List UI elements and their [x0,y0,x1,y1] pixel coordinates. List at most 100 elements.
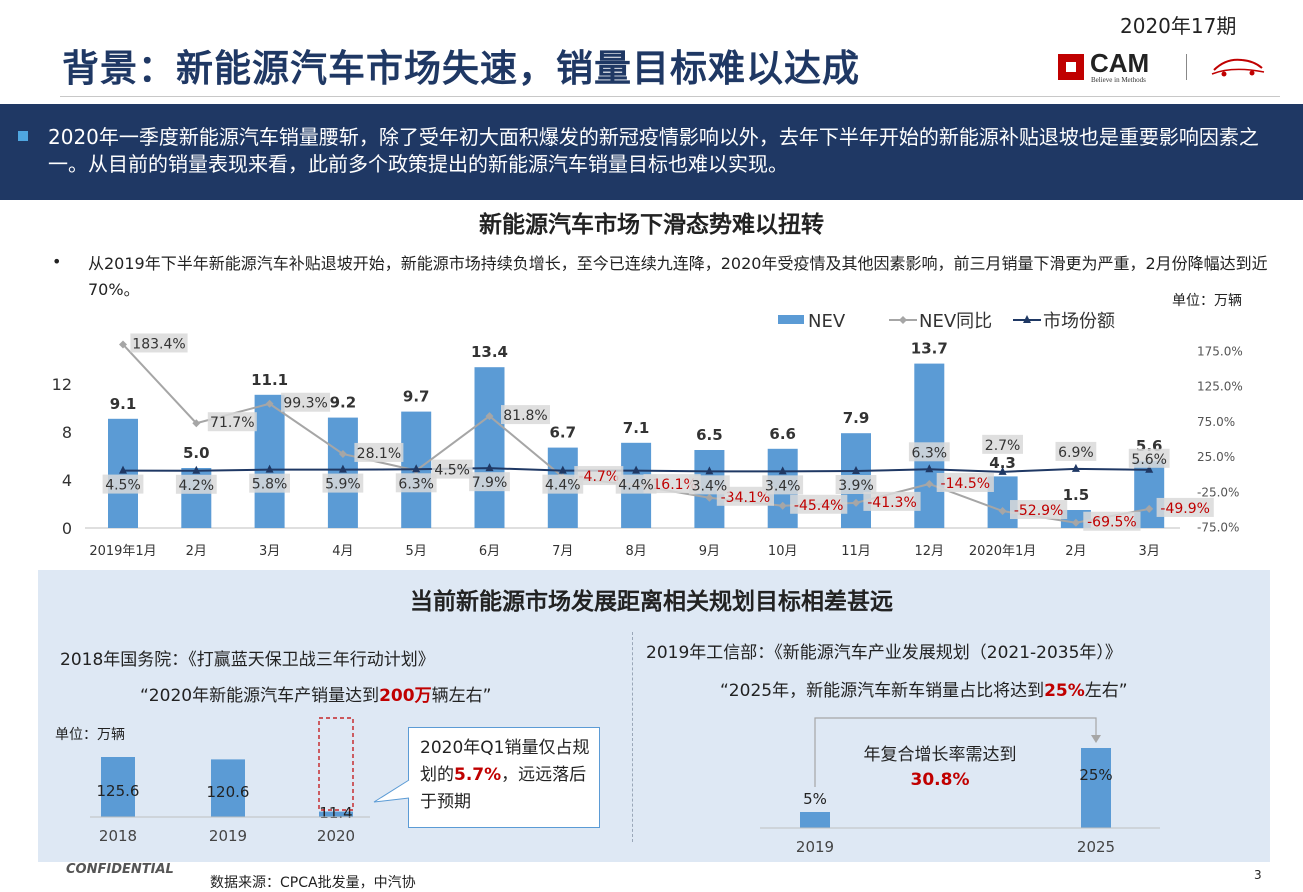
yoy-label: 4.5% [434,463,470,479]
yoy-label: 81.8% [503,408,547,424]
share-label-bg [469,472,510,492]
plan2-bar [800,812,830,828]
yoy-point [338,449,347,458]
logo-divider [1186,54,1187,80]
share-label-bg [542,474,584,494]
car-logo-icon [1211,58,1265,77]
x-tick-label: 5月 [406,544,427,559]
plan1-quote: “2020年新能源汽车产销量达到200万辆左右” [140,681,491,706]
y-left-tick: 8 [62,423,72,442]
share-label: 6.3% [398,476,434,492]
x-tick-label: 8月 [625,544,646,559]
nev-bar-label: 6.6 [769,425,796,443]
legend-label: 市场份额 [1043,311,1115,332]
x-tick-label: 9月 [699,544,720,559]
plan2-quote-highlight: 25% [1044,681,1085,701]
share-label-bg [175,474,217,494]
x-tick-label: 2月 [1065,544,1086,559]
plan2-category: 2025 [1077,838,1115,856]
data-labels: 9.1 5.0 11.1 9.2 9.7 13.4 6.7 7.1 6.5 6.6 7.9 13.7 4… [102,333,1214,531]
yoy-label-bg [716,486,774,506]
share-label: 4.2% [179,478,215,494]
share-line-series [119,463,1154,475]
nev-bar-label: 7.9 [843,409,870,427]
callout-pre: 2020年Q1销量仅占规划的 [420,738,590,785]
nev-bar-label: 13.7 [911,340,948,358]
nev-bar-label: 9.1 [110,395,137,413]
yoy-label: -69.5% [1087,515,1137,531]
plan1-bar-label: 11.4 [319,804,352,822]
share-point [485,463,494,472]
section2-title: 当前新能源市场发展距离相关规划目标相差甚远 [410,589,893,615]
x-tick-label: 7月 [552,544,573,559]
section2-divider [632,632,633,842]
nev-bar-label: 6.5 [696,426,723,444]
share-label: 3.4% [765,478,801,494]
share-label-bg [835,475,877,495]
x-tick-label: 12月 [915,544,945,559]
nev-bar [254,394,285,528]
yoy-label: 183.4% [132,336,185,352]
nev-monthly-chart: NEV NEV同比 市场份额 0 4 8 12 -75.0% -25.0% 25.0% 75.0%… [52,311,1243,559]
plan2-bar-label: 25% [1079,766,1112,784]
share-label: 3.4% [692,478,728,494]
cam-logo-mark [1058,54,1084,80]
nev-bar [327,417,358,528]
yoy-point [1145,504,1154,513]
share-point [632,465,641,474]
y-right-tick: -75.0% [1197,521,1239,535]
share-point [1071,463,1080,472]
yoy-label-bg [207,412,257,432]
x-tick-label: 10月 [768,544,798,559]
share-label-bg [1055,441,1097,461]
yoy-point [852,498,860,507]
share-label-bg [982,434,1023,454]
cagr-label: 年复合增长率需达到 [863,745,1017,765]
y-right-tick: 25.0% [1197,450,1235,464]
yoy-label-bg [354,442,404,462]
yoy-label-bg [1010,500,1068,520]
page-number: 3 [1254,868,1262,882]
y-right-tick: -25.0% [1197,485,1239,499]
share-label-bg [322,473,364,493]
share-label: 2.7% [985,438,1021,454]
share-label: 4.5% [105,478,141,494]
yoy-label: -45.4% [794,498,844,514]
yoy-point [119,340,127,349]
yoy-point [778,501,787,510]
yoy-label-bg [130,333,188,353]
share-label: 6.9% [1058,445,1094,461]
yoy-label: -52.9% [1014,503,1064,519]
share-label-bg [102,474,144,494]
cagr-value: 30.8% [910,770,970,790]
summary-banner [0,104,1303,200]
plan1-bar [319,811,353,817]
section1-note: 从2019年下半年新能源汽车补贴退坡开始，新能源市场持续负增长，至今已连续九连降… [88,254,1268,299]
yoy-point [192,419,201,428]
plan1-quote-post: 辆左右” [431,686,492,706]
page-title: 背景：新能源汽车市场失速，销量目标难以达成 [62,47,860,90]
chart-unit-label: 单位：万辆 [1172,293,1242,309]
y-left-tick: 4 [62,471,72,490]
legend-marker [899,316,907,324]
plan2-quote-pre: “2025年，新能源汽车新车销量占比将达到 [720,681,1045,701]
yoy-point [925,479,934,488]
plan1-bar-label: 125.6 [97,782,140,800]
nev-bar-label: 7.1 [623,419,650,437]
plan1-quote-pre: “2020年新能源汽车产销量达到 [140,686,380,706]
yoy-label-bg [863,491,921,511]
yoy-label-bg [643,474,701,494]
x-tick-label: 11月 [841,544,871,559]
plan1-source: 2018年国务院：《打赢蓝天保卫战三年行动计划》 [60,650,435,670]
yoy-label-bg [1156,497,1214,517]
plan1-category: 2018 [99,827,137,845]
logo-area: CAM Believe in Methods [1058,48,1278,88]
share-label-bg [615,474,657,494]
share-label-bg [395,473,437,493]
share-point [925,464,934,473]
nev-bar [474,367,505,528]
nev-bar-label: 13.4 [471,343,508,361]
share-point [119,465,127,474]
share-label: 4.4% [618,478,654,494]
